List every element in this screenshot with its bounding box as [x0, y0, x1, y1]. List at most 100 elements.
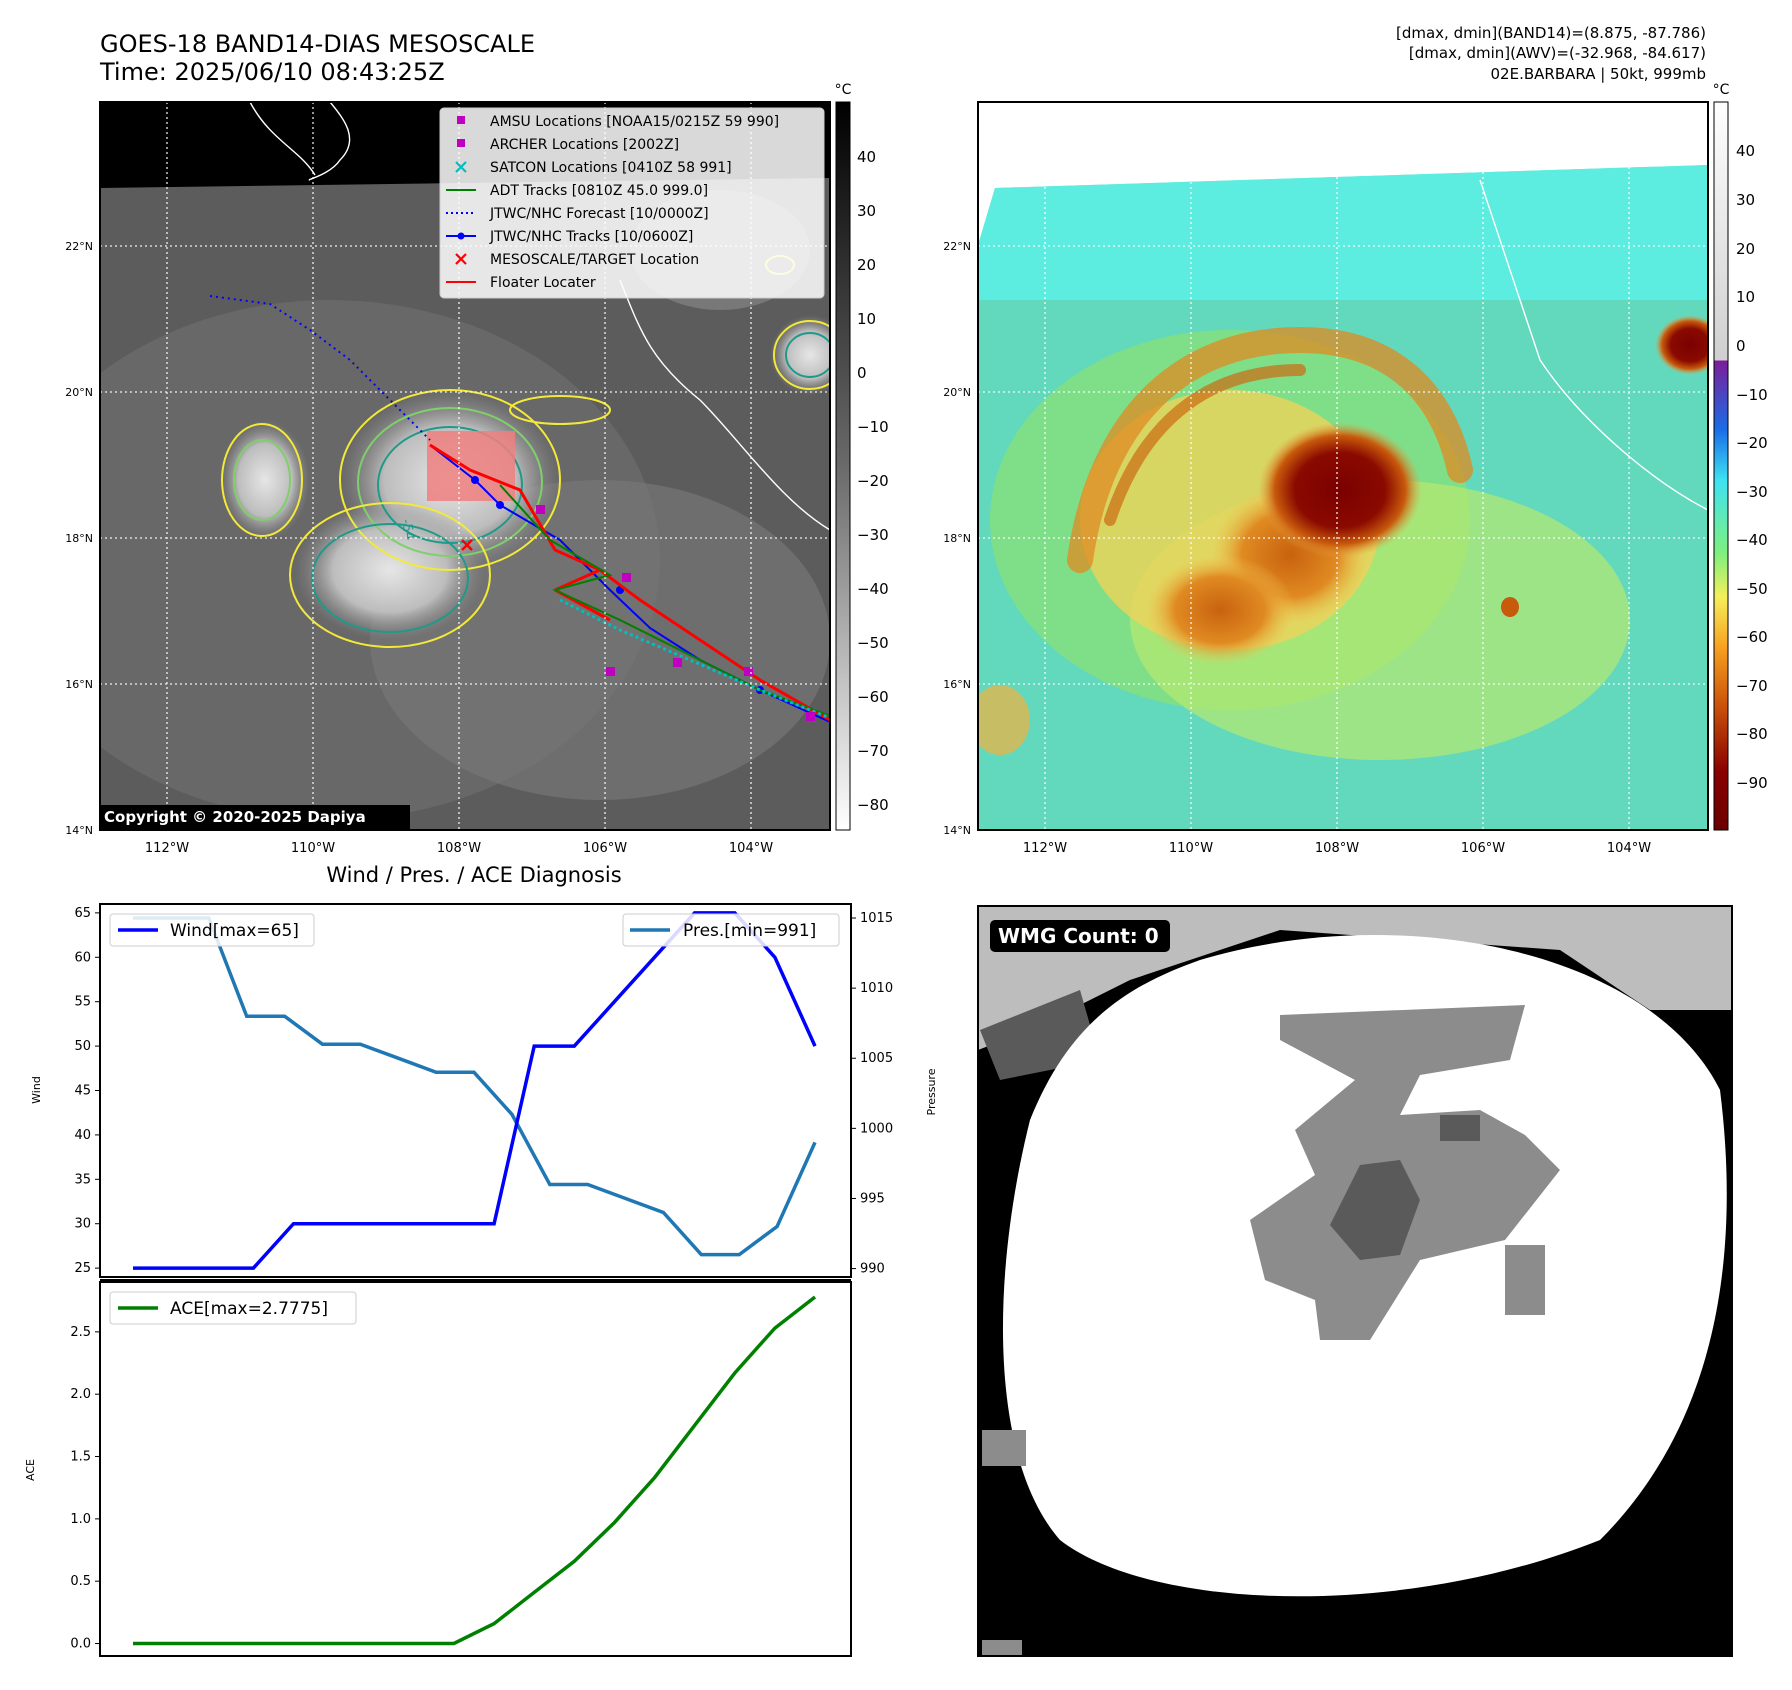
ace-tick-label: 1.5 [70, 1450, 91, 1465]
wind-tick-label: 40 [74, 1128, 91, 1143]
svg-text:AMSU Locations [NOAA15/0215Z 5: AMSU Locations [NOAA15/0215Z 59 990] [490, 114, 779, 130]
map2-lon-ticks: 112°W 110°W 108°W 106°W 104°W [1023, 841, 1651, 856]
ace-chart: 0.0 0.5 1.0 1.5 2.0 2.5 ACE ACE[max=2.7775] [24, 1279, 852, 1657]
legend-item-floater: Floater Locater [446, 275, 596, 291]
figure-title: GOES-18 BAND14-DIAS MESOSCALE [100, 30, 535, 58]
wind-tick-label: 35 [74, 1172, 91, 1187]
band-orange [1067, 326, 1473, 573]
svg-text:−10: −10 [857, 418, 889, 436]
legend-marker [457, 139, 465, 147]
svg-text:SATCON Locations [0410Z 58 991: SATCON Locations [0410Z 58 991] [490, 160, 732, 176]
svg-text:−10: −10 [1736, 386, 1768, 404]
wind-tick-label: 25 [74, 1261, 91, 1276]
svg-text:−40: −40 [857, 580, 889, 598]
floater-box [427, 431, 515, 501]
legend-marker [455, 161, 467, 173]
wind-tick-label: 50 [74, 1039, 91, 1054]
ace-legend-label: ACE[max=2.7775] [170, 1299, 328, 1319]
svg-text:Copyright © 2020-2025 Dapiya: Copyright © 2020-2025 Dapiya [104, 808, 366, 826]
ace-legend: ACE[max=2.7775] [109, 1291, 357, 1325]
pressure-legend: Pres.[min=991] [622, 913, 840, 947]
svg-text:110°W: 110°W [291, 841, 335, 856]
svg-text:JTWC/NHC Tracks [10/0600Z]: JTWC/NHC Tracks [10/0600Z] [489, 229, 693, 245]
svg-text:22°N: 22°N [65, 240, 93, 253]
svg-text:ARCHER Locations [2002Z]: ARCHER Locations [2002Z] [490, 137, 679, 153]
wmg-count-badge: WMG Count: 0 [990, 920, 1170, 952]
svg-text:10: 10 [1736, 288, 1755, 306]
svg-text:−20: −20 [857, 472, 889, 490]
hot-core [1258, 422, 1422, 558]
info-awv: [dmax, dmin](AWV)=(-32.968, -84.617) [1409, 44, 1706, 62]
svg-text:18°N: 18°N [65, 532, 93, 545]
svg-text:108°W: 108°W [437, 841, 481, 856]
colorbar-color-unit: °C [1713, 82, 1730, 98]
svg-text:Floater Locater: Floater Locater [490, 275, 596, 291]
svg-text:30: 30 [857, 202, 876, 220]
svg-text:−50: −50 [857, 634, 889, 652]
legend-item-target: MESOSCALE/TARGET Location [455, 252, 699, 268]
map1-frame [99, 101, 831, 831]
satcon-points [559, 598, 830, 720]
pressure-y-ticks: 990 995 1000 1005 1010 1015 [851, 911, 893, 1277]
svg-text:−20: −20 [1736, 434, 1768, 452]
ace-tick-label: 0.0 [70, 1637, 91, 1652]
svg-text:112°W: 112°W [1023, 841, 1067, 856]
pressure-series-line [133, 916, 817, 1257]
svg-text:20°N: 20°N [943, 386, 971, 399]
svg-text:112°W: 112°W [145, 841, 189, 856]
contour-label: -54 [398, 518, 416, 542]
legend-marker [457, 116, 465, 124]
svg-text:16°N: 16°N [943, 678, 971, 691]
pressure-tick-label: 1015 [860, 911, 893, 926]
svg-text:20: 20 [1736, 240, 1755, 258]
svg-text:−70: −70 [857, 742, 889, 760]
svg-text:−90: −90 [1736, 774, 1768, 792]
wind-tick-label: 60 [74, 950, 91, 965]
svg-text:20: 20 [857, 256, 876, 274]
pressure-tick-label: 995 [860, 1191, 885, 1206]
wmg-panel: WMG Count: 0 [977, 905, 1733, 1657]
svg-text:110°W: 110°W [1169, 841, 1213, 856]
svg-text:106°W: 106°W [583, 841, 627, 856]
svg-text:−70: −70 [1736, 677, 1768, 695]
map2-lat-ticks: 22°N 20°N 18°N 16°N 14°N [943, 240, 971, 837]
svg-text:40: 40 [857, 148, 876, 166]
pressure-legend-label: Pres.[min=991] [683, 921, 816, 941]
pressure-tick-label: 990 [860, 1262, 885, 1277]
svg-text:16°N: 16°N [65, 678, 93, 691]
ace-tick-label: 2.5 [70, 1325, 91, 1340]
map2-frame [977, 101, 1709, 831]
adt-track [499, 484, 830, 717]
wind-y-ticks: 25 30 35 40 45 50 55 60 65 [74, 906, 100, 1276]
map2-gridlines [978, 102, 1708, 830]
pressure-tick-label: 1010 [860, 981, 893, 996]
svg-text:22°N: 22°N [943, 240, 971, 253]
wind-pressure-chart: Wind / Pres. / ACE Diagnosis 25 30 35 40 45 5… [30, 863, 938, 1278]
svg-text:106°W: 106°W [1461, 841, 1505, 856]
svg-text:−40: −40 [1736, 531, 1768, 549]
svg-text:18°N: 18°N [943, 532, 971, 545]
diagnosis-title: Wind / Pres. / ACE Diagnosis [326, 863, 621, 887]
figure-time: Time: 2025/06/10 08:43:25Z [99, 58, 445, 86]
colorbar-gray-ticks: 40 30 20 10 0 −10 −20 −30 −40 −50 −60 −7… [857, 148, 889, 814]
svg-text:−30: −30 [1736, 483, 1768, 501]
awv-map-panel: 112°W 110°W 108°W 106°W 104°W 22°N 20°N … [943, 101, 1709, 856]
ace-series-line [133, 1295, 817, 1646]
colorbar-color: °C 40 30 20 10 0 −10 −20 −30 −40 −50 −60… [1713, 82, 1768, 831]
svg-text:−60: −60 [1736, 628, 1768, 646]
map1-lon-ticks: 112°W 110°W 108°W 106°W 104°W [145, 841, 773, 856]
info-storm: 02E.BARBARA | 50kt, 999mb [1491, 65, 1706, 83]
ace-series-group [133, 1295, 817, 1646]
wind-tick-label: 65 [74, 906, 91, 921]
copyright-badge: Copyright © 2020-2025 Dapiya [100, 805, 410, 829]
ace-tick-label: 2.0 [70, 1387, 91, 1402]
svg-text:WMG Count: 0: WMG Count: 0 [998, 924, 1159, 948]
wmg-frame [977, 905, 1733, 1657]
svg-text:−80: −80 [1736, 725, 1768, 743]
svg-text:10: 10 [857, 310, 876, 328]
map1-lat-ticks: 22°N 20°N 18°N 16°N 14°N [65, 240, 93, 837]
amsu-points [536, 505, 815, 721]
colorbar-gray: °C 40 30 20 10 0 −10 −20 −30 −40 −50 −60… [835, 82, 889, 831]
wind-series-group [133, 911, 817, 1270]
